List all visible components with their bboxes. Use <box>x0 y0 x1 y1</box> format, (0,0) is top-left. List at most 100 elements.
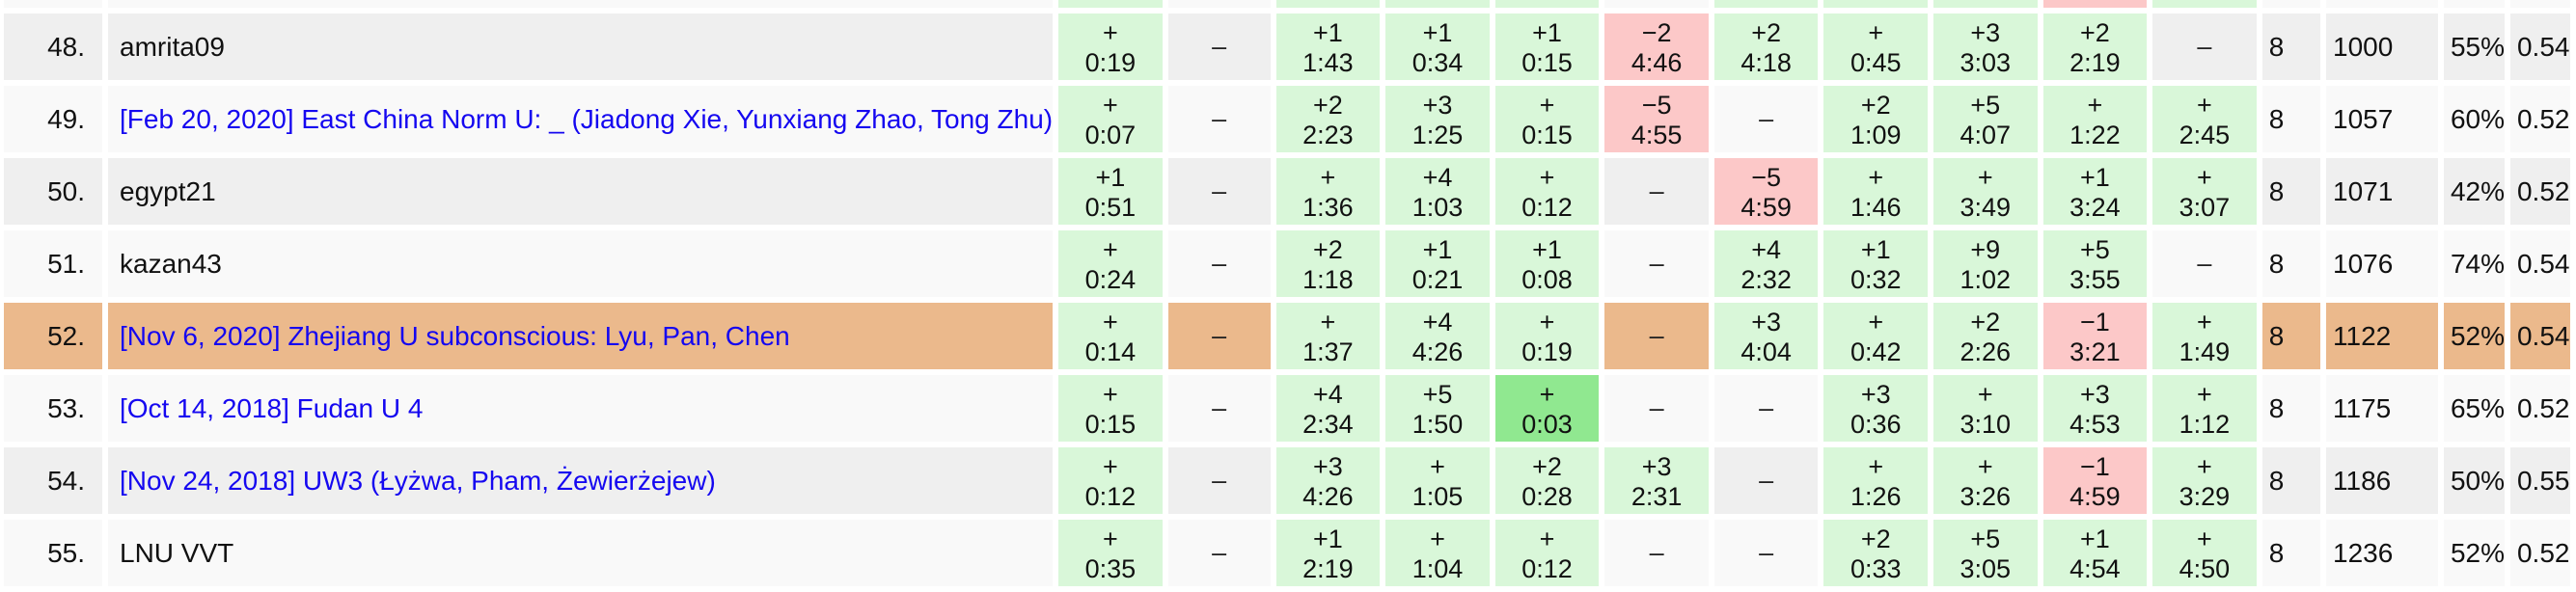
problem-cell-8: +0:42 <box>1823 303 1928 369</box>
attempts-count: +1 <box>1095 162 1126 192</box>
solved-count-cell: 8 <box>2261 230 2321 297</box>
solved-count-cell: 8 <box>2261 13 2321 80</box>
no-attempt-dash: – <box>1759 393 1774 422</box>
team-name-cell: [Nov 24, 2018] UW3 (Łyżwa, Pham, Żewierż… <box>108 447 1054 514</box>
solve-time: 0:35 <box>1084 553 1137 583</box>
solve-time: 1:25 <box>1411 120 1464 149</box>
ratio-cell: 0.52 <box>2509 520 2570 586</box>
team-name-link[interactable]: [Nov 24, 2018] UW3 (Łyżwa, Pham, Żewierż… <box>120 465 716 496</box>
solve-time: 4:26 <box>1411 336 1464 366</box>
solve-time: 4:50 <box>2179 553 2231 583</box>
attempts-count: + <box>1320 307 1336 336</box>
team-name-link[interactable]: [Feb 20, 2020] East China Norm U: _ (Jia… <box>120 103 1054 134</box>
attempts-count: + <box>1320 162 1336 192</box>
attempts-count: +1 <box>1532 17 1562 47</box>
success-rate-cell: 60% <box>2443 86 2505 152</box>
problem-cell-5 <box>1494 0 1600 8</box>
success-rate-cell: 52% <box>2443 303 2505 369</box>
problem-cell-6: – <box>1604 520 1709 586</box>
no-attempt-dash: – <box>1212 249 1227 278</box>
penalty-cell: 1076 <box>2326 230 2438 297</box>
problem-cell-1: +0:14 <box>1058 303 1163 369</box>
solved-count-cell: 8 <box>2261 520 2321 586</box>
solve-time: 3:10 <box>1959 409 2012 439</box>
ratio-cell: 0.54 <box>2509 13 2570 80</box>
solve-time: 0:19 <box>1084 47 1137 77</box>
problem-cell-7: – <box>1713 447 1819 514</box>
attempts-count: + <box>1539 90 1555 120</box>
problem-cell-11: +2:45 <box>2152 86 2257 152</box>
solve-time: 3:03 <box>1959 47 2012 77</box>
attempts-count: +5 <box>1970 524 2001 553</box>
problem-cell-11: +4:50 <box>2152 520 2257 586</box>
problem-cell-6: +3 2:31 <box>1604 447 1709 514</box>
no-attempt-dash: – <box>1212 32 1227 61</box>
problem-cell-2: – <box>1167 447 1271 514</box>
solve-time: 1:50 <box>1411 409 1464 439</box>
attempts-count: +2 <box>1313 234 1343 264</box>
attempts-count: + <box>1539 379 1555 409</box>
team-name-link[interactable]: [Oct 14, 2018] Fudan U 4 <box>120 392 424 423</box>
attempts-count: +9 <box>1970 234 2001 264</box>
ratio-cell: 0.55 <box>2509 447 2570 514</box>
problem-cell-2: – <box>1167 158 1271 225</box>
ratio-cell: 0.52 <box>2509 86 2570 152</box>
problem-cell-1: +0:15 <box>1058 375 1163 442</box>
attempts-count: +3 <box>1970 17 2001 47</box>
solve-time: 1:12 <box>2179 409 2231 439</box>
attempts-count: +3 <box>1313 451 1343 481</box>
no-attempt-dash: – <box>1649 321 1664 350</box>
success-rate-cell: 74% <box>2443 230 2505 297</box>
solve-time: 3:26 <box>1959 481 2012 511</box>
problem-cell-3: +2 1:18 <box>1275 230 1381 297</box>
problem-cell-5: +0:19 <box>1494 303 1600 369</box>
solve-time: 1:18 <box>1302 264 1354 294</box>
problem-cell-3: +1:37 <box>1275 303 1381 369</box>
attempts-count: −5 <box>1751 162 1782 192</box>
solve-time: 0:14 <box>1084 336 1137 366</box>
solve-time: 0:03 <box>1521 409 1573 439</box>
problem-cell-6: – <box>1604 375 1709 442</box>
attempts-count: +1 <box>1860 234 1891 264</box>
attempts-count: +3 <box>1751 307 1782 336</box>
no-attempt-dash: – <box>1649 249 1664 278</box>
team-name-cell: [Nov 6, 2020] Zhejiang U subconscious: L… <box>108 303 1054 369</box>
ratio-cell: 0.52 <box>2509 158 2570 225</box>
problem-cell-1: +0:12 <box>1058 447 1163 514</box>
solve-time: 4:04 <box>1740 336 1792 366</box>
problem-cell-4 <box>1385 0 1490 8</box>
success-rate-cell: 50% <box>2443 447 2505 514</box>
attempts-count: + <box>1868 17 1884 47</box>
success-rate-cell: 65% <box>2443 375 2505 442</box>
rank-cell: 48. <box>4 13 102 80</box>
problem-cell-5: +0:03 <box>1494 375 1600 442</box>
team-name-link[interactable]: [Nov 6, 2020] Zhejiang U subconscious: L… <box>120 320 790 351</box>
standings-row-54: 54. [Nov 24, 2018] UW3 (Łyżwa, Pham, Żewi… <box>4 447 2570 514</box>
no-attempt-dash: – <box>1212 466 1227 495</box>
partial-row-above <box>4 0 2570 8</box>
problem-cell-9: +3:49 <box>1933 158 2038 225</box>
attempts-count: +1 <box>2079 162 2110 192</box>
attempts-count: + <box>2197 162 2212 192</box>
problem-cell-9 <box>1933 0 2038 8</box>
ratio-cell: 0.54 <box>2509 230 2570 297</box>
problem-cell-4: +4 1:03 <box>1385 158 1490 225</box>
attempts-count: +4 <box>1313 379 1343 409</box>
problem-cell-11: – <box>2152 230 2257 297</box>
solve-time: 1:22 <box>2069 120 2121 149</box>
solve-time: 1:46 <box>1850 192 1902 222</box>
rank-cell: 54. <box>4 447 102 514</box>
problem-cell-4: +1:05 <box>1385 447 1490 514</box>
solve-time: 4:55 <box>1631 120 1683 149</box>
solve-time: 2:45 <box>2179 120 2231 149</box>
solve-time: 2:31 <box>1631 481 1683 511</box>
problem-cell-8: +0:45 <box>1823 13 1928 80</box>
attempts-count: + <box>2197 379 2212 409</box>
problem-cell-9: +5 4:07 <box>1933 86 2038 152</box>
problem-cell-3: +1 1:43 <box>1275 13 1381 80</box>
attempts-count: −2 <box>1641 17 1672 47</box>
rank-cell: 51. <box>4 230 102 297</box>
problem-cell-7 <box>1713 0 1819 8</box>
solve-time: 3:24 <box>2069 192 2121 222</box>
solve-time: 0:12 <box>1521 553 1573 583</box>
